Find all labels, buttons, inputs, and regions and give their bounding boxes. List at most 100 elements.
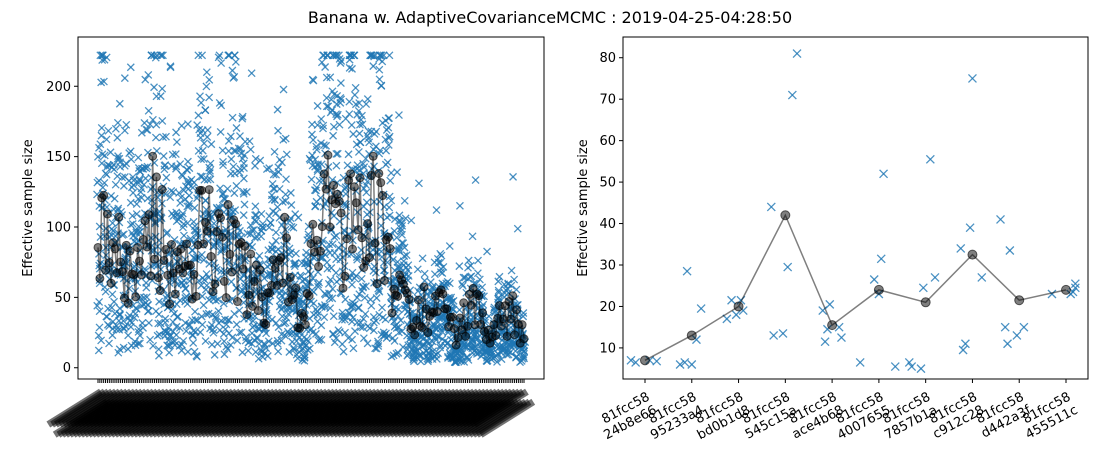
- left-sample-point: [184, 348, 191, 355]
- left-mean-point: [520, 335, 528, 343]
- left-ytick-label: 50: [54, 291, 71, 306]
- left-mean-point: [130, 271, 138, 279]
- right-sample-point: [917, 365, 925, 373]
- left-sample-point: [358, 247, 365, 254]
- right-sample-point: [1020, 323, 1028, 331]
- right-sample-point: [732, 311, 740, 319]
- left-sample-point: [199, 52, 206, 59]
- left-sample-point: [383, 126, 390, 133]
- left-mean-point: [405, 295, 413, 303]
- left-sample-point: [197, 329, 204, 336]
- left-sample-point: [414, 266, 421, 273]
- left-mean-point: [205, 186, 213, 194]
- right-ytick-label: 20: [599, 300, 616, 315]
- left-sample-point: [271, 148, 278, 155]
- left-sample-point: [351, 91, 358, 98]
- left-sample-point: [114, 119, 121, 126]
- left-mean-point: [224, 201, 232, 209]
- left-mean-point: [171, 290, 179, 298]
- left-sample-point: [103, 136, 110, 143]
- left-mean-point: [186, 261, 194, 269]
- right-sample-point: [961, 340, 969, 348]
- left-sample-point: [232, 58, 239, 65]
- left-mean-point: [201, 218, 209, 226]
- left-sample-point: [231, 190, 238, 197]
- left-mean-point: [373, 280, 381, 288]
- left-mean-point: [250, 277, 258, 285]
- right-sample-point: [683, 267, 691, 275]
- left-sample-point: [186, 192, 193, 199]
- left-sample-point: [456, 306, 463, 313]
- left-sample-point: [143, 279, 150, 286]
- left-sample-point: [191, 204, 198, 211]
- left-mean-point: [200, 240, 208, 248]
- left-sample-point: [330, 132, 337, 139]
- left-sample-point: [275, 348, 282, 355]
- left-mean-point: [318, 223, 326, 231]
- left-mean-point: [239, 265, 247, 273]
- left-sample-point: [246, 138, 253, 145]
- left-sample-point: [496, 273, 503, 280]
- left-sample-point: [327, 109, 334, 116]
- left-sample-point: [282, 135, 289, 142]
- left-mean-point: [463, 322, 471, 330]
- right-sample-point: [784, 263, 792, 271]
- left-sample-point: [318, 116, 325, 123]
- left-mean-point: [147, 272, 155, 280]
- left-sample-point: [241, 201, 248, 208]
- right-sample-point: [978, 273, 986, 281]
- left-sample-point: [166, 349, 173, 356]
- right-ytick-label: 30: [599, 259, 616, 274]
- left-mean-point: [313, 236, 321, 244]
- left-sample-point: [159, 117, 166, 124]
- right-sample-point: [728, 296, 736, 304]
- right-ytick-label: 70: [599, 93, 616, 108]
- left-sample-point: [280, 136, 287, 143]
- left-sample-point: [323, 259, 330, 266]
- left-mean-point: [456, 314, 464, 322]
- right-mean-point: [734, 302, 743, 311]
- left-sample-point: [208, 141, 215, 148]
- right-mean-point: [874, 285, 883, 294]
- left-sample-point: [386, 115, 393, 122]
- left-mean-point: [462, 332, 470, 340]
- left-sample-point: [162, 315, 169, 322]
- left-mean-point: [96, 274, 104, 282]
- left-sample-point: [98, 132, 105, 139]
- right-mean-point: [1015, 296, 1024, 305]
- left-mean-point: [348, 245, 356, 253]
- left-mean-point: [316, 247, 324, 255]
- left-mean-point: [154, 274, 162, 282]
- left-sample-point: [127, 199, 134, 206]
- left-sample-point: [240, 175, 247, 182]
- right-sample-point: [688, 360, 696, 368]
- left-mean-point: [330, 181, 338, 189]
- left-sample-point: [469, 233, 476, 240]
- right-sample-point: [968, 74, 976, 82]
- left-mean-point: [100, 191, 108, 199]
- left-mean-point: [301, 321, 309, 329]
- left-mean-point: [245, 291, 253, 299]
- left-mean-point: [137, 271, 145, 279]
- left-mean-point: [507, 315, 515, 323]
- left-sample-point: [160, 153, 167, 160]
- left-sample-point: [202, 107, 209, 114]
- left-sample-point: [274, 106, 281, 113]
- left-mean-point: [512, 306, 520, 314]
- left-sample-point: [239, 349, 246, 356]
- left-mean-point: [254, 307, 262, 315]
- left-mean-point: [354, 226, 362, 234]
- left-sample-point: [356, 130, 363, 137]
- left-sample-point: [196, 93, 203, 100]
- left-sample-point: [283, 176, 290, 183]
- left-sample-point: [292, 250, 299, 257]
- left-sample-point: [272, 229, 279, 236]
- right-mean-point: [687, 331, 696, 340]
- right-sample-point: [957, 244, 965, 252]
- right-sample-point: [1001, 323, 1009, 331]
- left-sample-point: [446, 243, 453, 250]
- left-sample-point: [384, 159, 391, 166]
- right-sample-point: [826, 300, 834, 308]
- right-mean-point: [1062, 285, 1071, 294]
- left-sample-point: [102, 288, 109, 295]
